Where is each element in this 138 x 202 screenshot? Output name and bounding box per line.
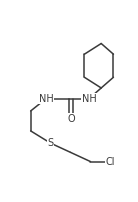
Text: NH: NH	[39, 94, 53, 104]
Text: Cl: Cl	[106, 157, 115, 167]
Text: O: O	[67, 114, 75, 124]
Text: S: S	[47, 138, 54, 148]
Text: NH: NH	[82, 94, 96, 104]
